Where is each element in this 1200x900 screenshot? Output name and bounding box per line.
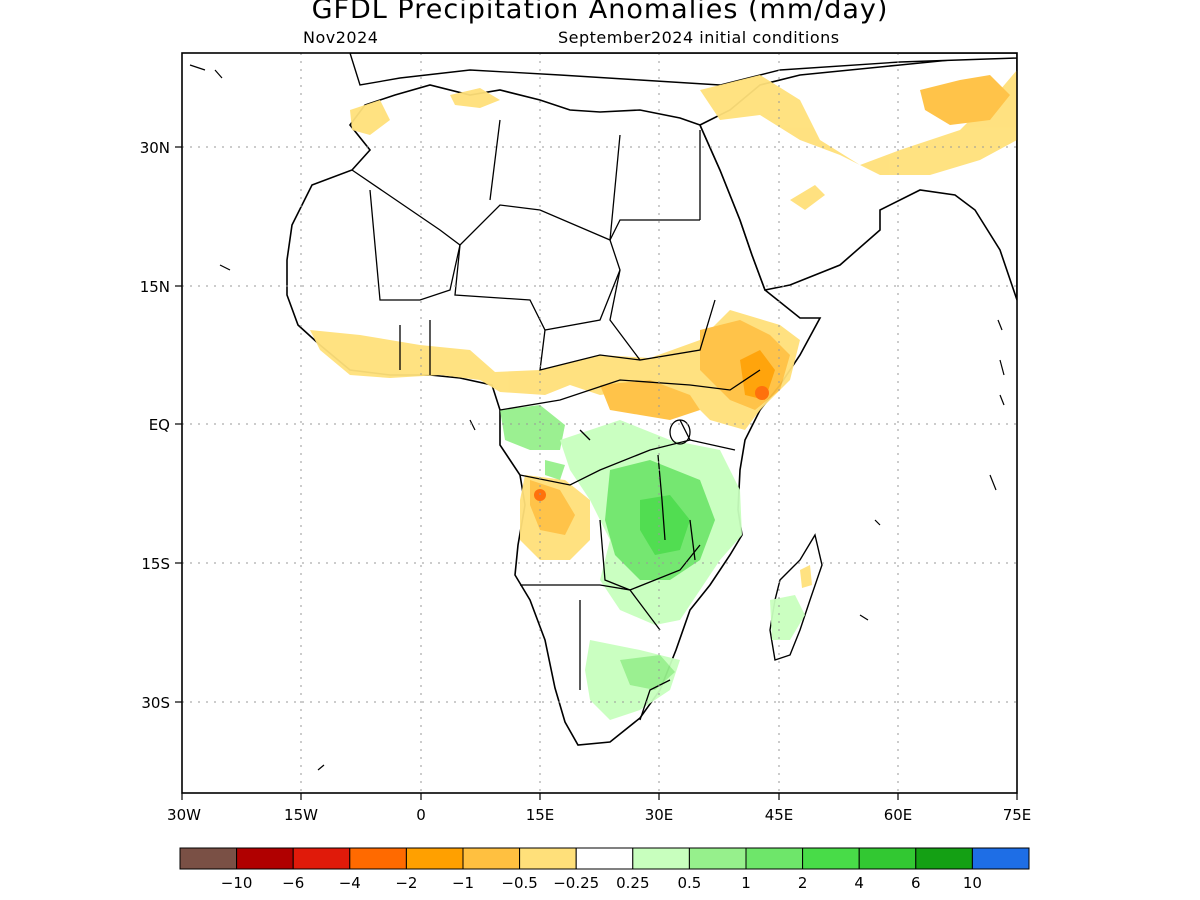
x-tick-30w: 30W [167, 806, 201, 824]
dry-anomalies [310, 70, 1017, 588]
colorbar-swatch [915, 847, 973, 870]
x-tick-30e: 30E [645, 806, 674, 824]
tick-marks [175, 146, 1018, 800]
colorbar-label: −2 [395, 874, 417, 892]
y-tick-15n: 15N [140, 278, 170, 296]
x-tick-15e: 15E [526, 806, 555, 824]
islands [189, 64, 1005, 771]
y-tick-15s: 15S [141, 555, 170, 573]
x-tick-45e: 45E [765, 806, 794, 824]
colorbar-swatch [971, 847, 1030, 870]
colorbar-swatch [632, 847, 690, 870]
colorbar-label: 0.25 [616, 874, 649, 892]
colorbar: −10 −6 −4 −2 −1 −0.5 −0.25 0.25 0.5 1 2 4 6 10 [179, 847, 1030, 892]
colorbar-swatch [802, 847, 860, 870]
colorbar-label: −1 [452, 874, 474, 892]
colorbar-swatch [745, 847, 804, 870]
colorbar-swatch [405, 847, 464, 870]
y-tick-eq: EQ [149, 416, 170, 434]
colorbar-label: −10 [221, 874, 253, 892]
colorbar-labels: −10 −6 −4 −2 −1 −0.5 −0.25 0.25 0.5 1 2 4 6 10 [221, 874, 982, 892]
colorbar-swatch [349, 847, 407, 870]
initial-conditions-label: September2024 initial conditions [558, 28, 840, 47]
chart-title: GFDL Precipitation Anomalies (mm/day) [311, 0, 889, 25]
colorbar-swatch [519, 847, 577, 870]
colorbar-swatch [236, 847, 294, 870]
colorbar-label: 1 [741, 874, 751, 892]
map-frame [181, 52, 1018, 794]
gridlines [182, 53, 1017, 793]
colorbar-label: −0.5 [501, 874, 537, 892]
colorbar-label: −0.25 [553, 874, 599, 892]
colorbar-swatch [462, 847, 521, 870]
y-tick-30n: 30N [140, 139, 170, 157]
x-axis-labels: 30W 15W 0 15E 30E 45E 60E 75E [167, 806, 1031, 824]
y-axis-labels: 30N 15N EQ 15S 30S [140, 139, 170, 712]
colorbar-swatch [179, 847, 238, 870]
country-borders [351, 119, 761, 721]
y-tick-30s: 30S [141, 694, 170, 712]
x-tick-60e: 60E [884, 806, 913, 824]
colorbar-swatch [688, 847, 747, 870]
map-area [189, 53, 1017, 771]
colorbar-swatch [858, 847, 917, 870]
colorbar-label: −4 [339, 874, 361, 892]
colorbar-label: 2 [798, 874, 808, 892]
colorbar-label: 4 [854, 874, 864, 892]
colorbar-label: 6 [911, 874, 921, 892]
colorbar-swatches [179, 847, 1030, 870]
colorbar-swatch [575, 847, 634, 870]
x-tick-15w: 15W [284, 806, 318, 824]
colorbar-label: 0.5 [677, 874, 701, 892]
forecast-month: Nov2024 [303, 28, 379, 47]
x-tick-0: 0 [416, 806, 426, 824]
colorbar-swatch [292, 847, 351, 870]
colorbar-label: −6 [282, 874, 304, 892]
europe-landmass [349, 53, 1017, 86]
colorbar-label: 10 [963, 874, 982, 892]
x-tick-75e: 75E [1003, 806, 1032, 824]
